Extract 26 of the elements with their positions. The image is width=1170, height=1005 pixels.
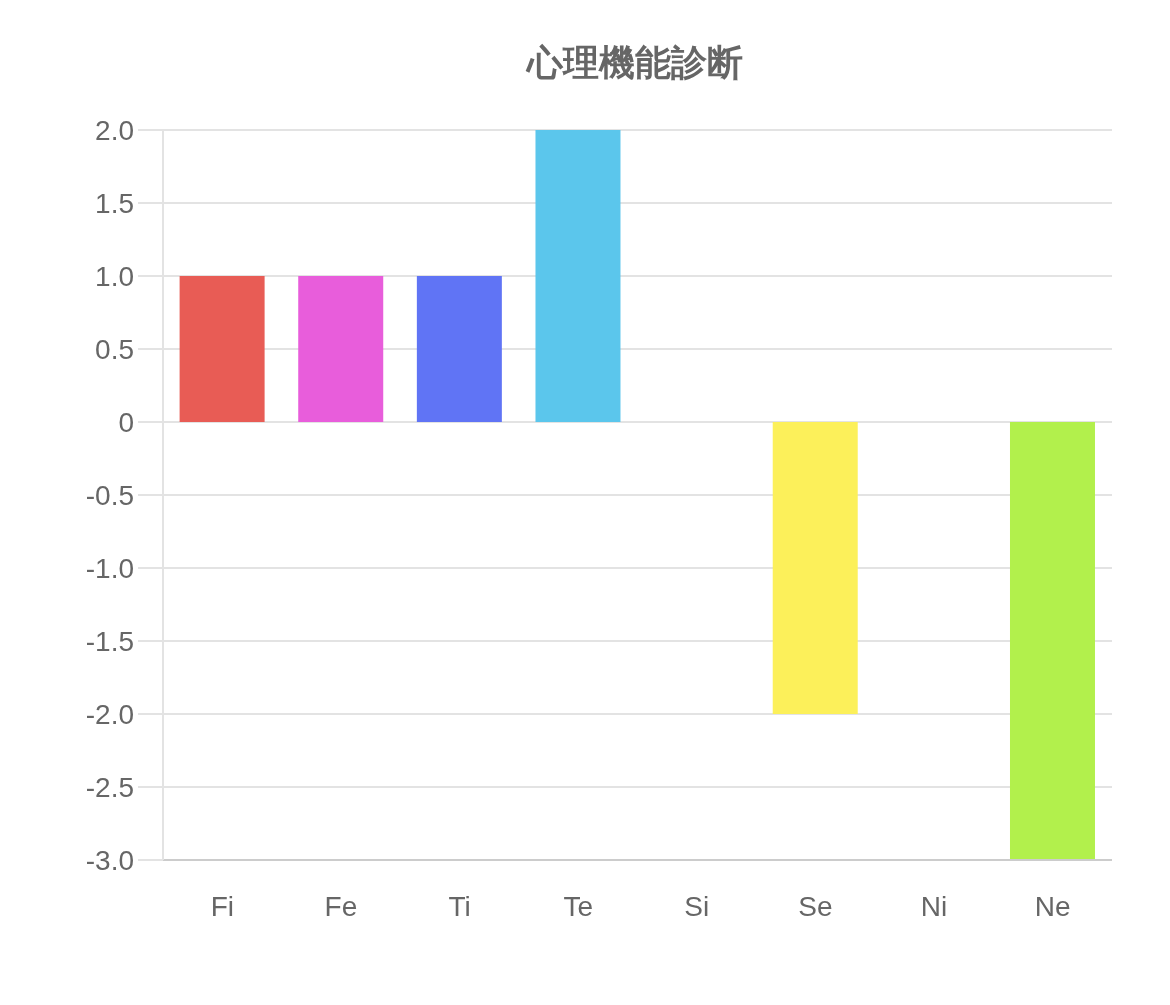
y-tick-label: -1.5 [85,625,134,657]
y-tick-label: 2.0 [95,114,134,146]
x-tick-label: Te [563,890,593,922]
y-tick-label: -2.0 [85,698,134,730]
x-tick-label: Fi [210,890,234,922]
x-tick-label: Fe [324,890,358,922]
y-tick-label: 1.0 [95,260,134,292]
bar [772,422,858,714]
x-tick-label: Ti [448,890,471,922]
bar [1009,422,1095,860]
y-tick-label: -2.5 [85,771,134,803]
x-tick-label: Se [798,890,833,922]
y-tick-label: -1.0 [85,552,134,584]
y-tick-label: 0 [118,406,134,438]
x-tick-label: Ni [920,890,948,922]
bar [298,276,384,422]
y-tick-label: -3.0 [85,844,134,876]
bar [179,276,265,422]
y-tick-label: 1.5 [95,187,134,219]
x-tick-label: Si [684,890,710,922]
y-tick-label: 0.5 [95,333,134,365]
bar [535,130,621,422]
chart-title: 心理機能診断 [527,41,743,83]
bar [416,276,502,422]
y-tick-label: -0.5 [85,479,134,511]
x-tick-label: Ne [1034,890,1071,922]
